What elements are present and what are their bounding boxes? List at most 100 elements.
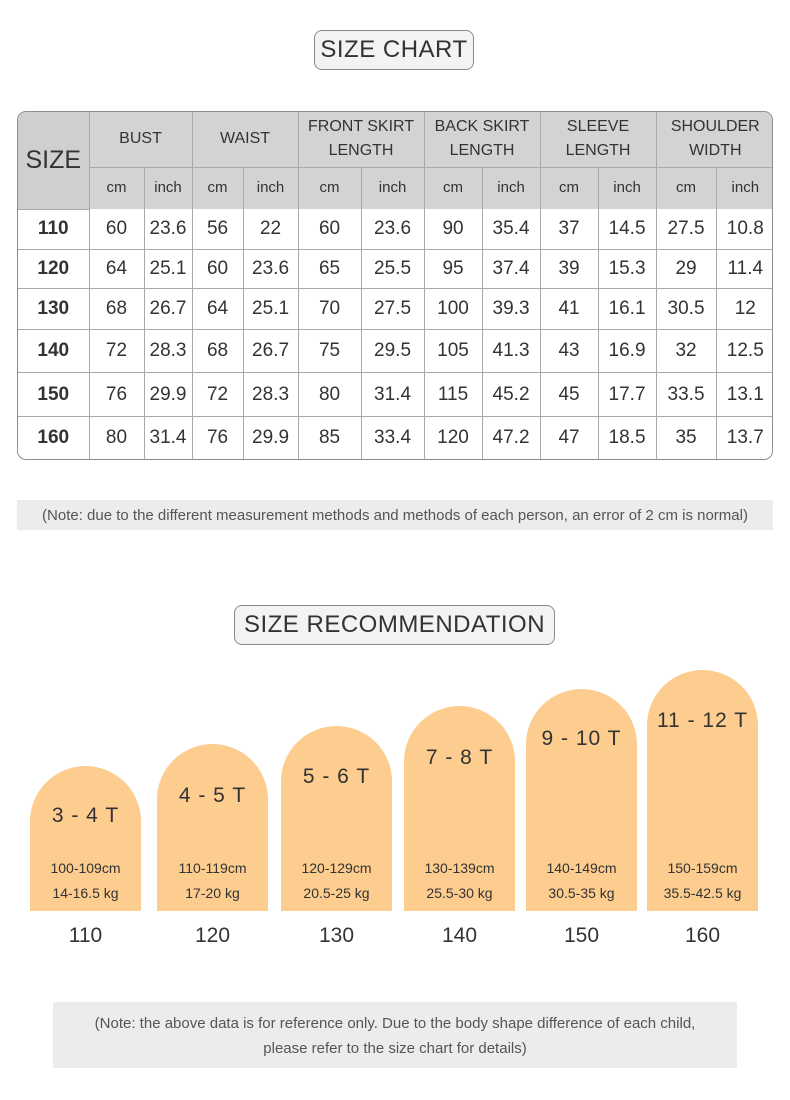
reference-note-line2: please refer to the size chart for detai…	[263, 1040, 527, 1057]
column-header-front-skirt-length: FRONT SKIRT LENGTH	[297, 112, 425, 168]
age-range: 3 - 4 T	[51, 804, 120, 827]
size-cell: 120	[18, 248, 90, 290]
table-cell: 47	[539, 415, 599, 459]
table-cell: 16.1	[597, 288, 657, 330]
size-recommendation-card: 5 - 6 T 120-129cm 20.5-25 kg	[281, 726, 392, 911]
unit-header-cm: cm	[89, 166, 145, 209]
table-cell: 37.4	[481, 248, 541, 290]
table-cell: 56	[191, 209, 244, 250]
height-range: 110-119cm	[178, 860, 247, 876]
unit-header-cm: cm	[297, 166, 362, 209]
size-recommendation-card: 3 - 4 T 100-109cm 14-16.5 kg	[30, 766, 141, 911]
unit-header-inch: inch	[597, 166, 657, 209]
table-cell: 35.4	[481, 209, 541, 250]
table-cell: 32	[655, 328, 717, 374]
weight-range: 30.5-35 kg	[548, 885, 615, 901]
recommended-size-label: 160	[684, 924, 721, 947]
table-row: 110 60 23.6 56 22 60 23.6 90 35.4 37 14.5 27.5 10.8	[18, 209, 772, 250]
age-range: 4 - 5 T	[178, 784, 247, 807]
table-cell: 25.1	[143, 248, 193, 290]
weight-range: 17-20 kg	[185, 885, 240, 901]
table-cell: 17.7	[597, 372, 657, 417]
table-cell: 28.3	[242, 372, 299, 417]
weight-range: 25.5-30 kg	[426, 885, 493, 901]
size-recommendation-card: 9 - 10 T 140-149cm 30.5-35 kg	[526, 689, 637, 911]
size-recommendation-card: 7 - 8 T 130-139cm 25.5-30 kg	[404, 706, 515, 911]
size-recommendation-card: 4 - 5 T 110-119cm 17-20 kg	[157, 744, 268, 911]
table-cell: 11.4	[715, 248, 772, 290]
table-cell: 13.7	[715, 415, 772, 459]
table-cell: 105	[423, 328, 483, 374]
height-range: 130-139cm	[424, 860, 495, 876]
size-chart-table: SIZE BUST WAIST FRONT SKIRT LENGTH BACK S…	[17, 111, 773, 460]
size-column-header: SIZE	[18, 112, 90, 210]
unit-header-inch: inch	[715, 166, 772, 209]
table-cell: 70	[297, 288, 362, 330]
age-range: 11 - 12 T	[656, 709, 749, 732]
table-cell: 29.9	[242, 415, 299, 459]
table-cell: 39.3	[481, 288, 541, 330]
column-header-sleeve-length: SLEEVE LENGTH	[539, 112, 657, 168]
table-cell: 30.5	[655, 288, 717, 330]
recommended-size-label: 150	[563, 924, 600, 947]
table-cell: 29.5	[360, 328, 425, 374]
table-cell: 35	[655, 415, 717, 459]
table-cell: 65	[297, 248, 362, 290]
column-header-waist: WAIST	[191, 112, 299, 168]
size-recommendation-card: 11 - 12 T 150-159cm 35.5-42.5 kg	[647, 670, 758, 911]
table-cell: 90	[423, 209, 483, 250]
column-header-bust: BUST	[88, 112, 193, 168]
table-cell: 23.6	[360, 209, 425, 250]
table-cell: 76	[191, 415, 244, 459]
size-cell: 110	[18, 209, 90, 250]
table-cell: 16.9	[597, 328, 657, 374]
recommended-size-label: 140	[441, 924, 478, 947]
table-cell: 47.2	[481, 415, 541, 459]
table-cell: 76	[88, 372, 145, 417]
table-row: 160 80 31.4 76 29.9 85 33.4 120 47.2 47 18.5 35 13.7	[18, 415, 772, 459]
unit-header-cm: cm	[191, 166, 244, 209]
table-cell: 23.6	[242, 248, 299, 290]
table-cell: 27.5	[655, 209, 717, 250]
table-cell: 33.4	[360, 415, 425, 459]
size-chart-title: SIZE CHART	[314, 30, 474, 70]
table-cell: 80	[297, 372, 362, 417]
table-cell: 41	[539, 288, 599, 330]
table-cell: 100	[423, 288, 483, 330]
table-cell: 31.4	[360, 372, 425, 417]
table-cell: 41.3	[481, 328, 541, 374]
recommended-size-label: 110	[68, 924, 103, 947]
unit-header-inch: inch	[360, 166, 425, 209]
table-cell: 75	[297, 328, 362, 374]
table-cell: 37	[539, 209, 599, 250]
table-cell: 12	[715, 288, 772, 330]
weight-range: 20.5-25 kg	[303, 885, 370, 901]
table-cell: 72	[191, 372, 244, 417]
table-cell: 80	[88, 415, 145, 459]
size-cell: 140	[18, 328, 90, 374]
table-cell: 18.5	[597, 415, 657, 459]
table-cell: 26.7	[242, 328, 299, 374]
unit-header-cm: cm	[423, 166, 483, 209]
unit-header-inch: inch	[481, 166, 541, 209]
weight-range: 14-16.5 kg	[52, 885, 119, 901]
table-cell: 64	[191, 288, 244, 330]
table-cell: 33.5	[655, 372, 717, 417]
table-row: 130 68 26.7 64 25.1 70 27.5 100 39.3 41 16.1 30.5 12	[18, 288, 772, 330]
table-cell: 60	[297, 209, 362, 250]
table-cell: 22	[242, 209, 299, 250]
age-range: 5 - 6 T	[302, 765, 371, 788]
unit-header-inch: inch	[143, 166, 193, 209]
table-cell: 25.5	[360, 248, 425, 290]
height-range: 100-109cm	[50, 860, 121, 876]
weight-range: 35.5-42.5 kg	[663, 885, 742, 901]
table-cell: 23.6	[143, 209, 193, 250]
table-cell: 31.4	[143, 415, 193, 459]
table-cell: 95	[423, 248, 483, 290]
table-cell: 45	[539, 372, 599, 417]
unit-header-inch: inch	[242, 166, 299, 209]
table-cell: 26.7	[143, 288, 193, 330]
table-cell: 68	[191, 328, 244, 374]
size-cell: 160	[18, 415, 90, 459]
reference-note: (Note: the above data is for reference o…	[53, 1002, 737, 1068]
